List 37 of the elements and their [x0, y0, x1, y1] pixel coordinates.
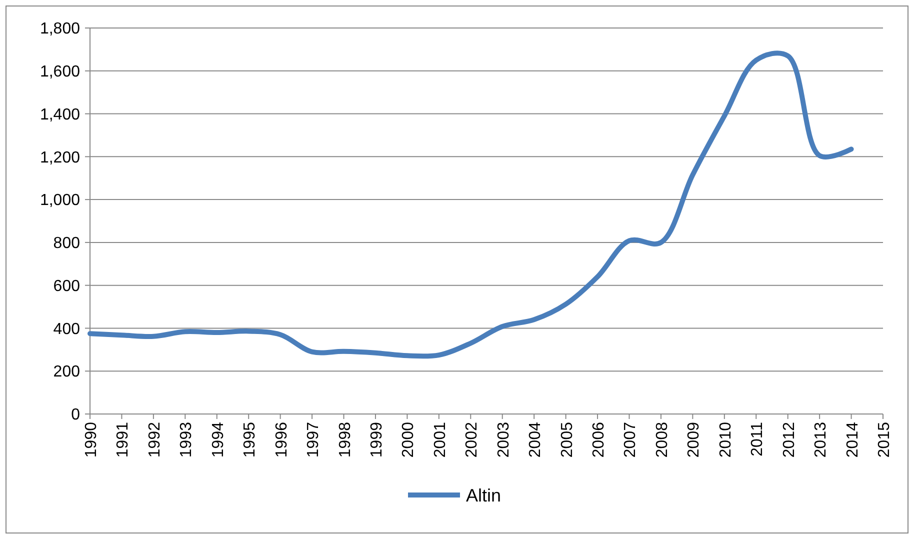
- x-tick-label: 2003: [495, 422, 512, 458]
- x-tick-label: 1995: [242, 422, 259, 458]
- x-tick-label: 2015: [876, 422, 893, 458]
- y-tick-label: 1,600: [40, 63, 80, 80]
- x-tick-label: 1997: [305, 422, 322, 458]
- x-tick-label: 1994: [210, 422, 227, 458]
- x-tick-label: 2005: [558, 422, 576, 458]
- y-tick-label: 600: [53, 278, 80, 295]
- x-tick-label: 2006: [590, 422, 608, 458]
- x-tick-label: 2008: [654, 422, 671, 458]
- x-tick-label: 1991: [114, 422, 132, 458]
- x-tick-label: 1996: [273, 422, 290, 458]
- y-tick-label: 1,200: [40, 149, 80, 166]
- y-tick-label: 1,800: [40, 20, 80, 38]
- y-tick-label: 400: [53, 320, 80, 338]
- x-tick-label: 2002: [464, 422, 481, 458]
- x-tick-label: 2009: [686, 422, 703, 458]
- x-tick-label: 2004: [527, 422, 544, 458]
- y-tick-label: 200: [53, 364, 80, 381]
- x-tick-label: 1992: [146, 422, 164, 458]
- x-tick-label: 1993: [178, 422, 196, 458]
- x-tick-label: 2000: [400, 422, 418, 458]
- x-tick-label: 1999: [368, 422, 386, 458]
- x-tick-label: 2001: [432, 422, 449, 458]
- x-tick-label: 2010: [717, 422, 734, 458]
- legend-label: Altin: [466, 485, 502, 506]
- x-tick-label: 1998: [336, 422, 354, 458]
- x-tick-label: 2014: [844, 422, 862, 458]
- y-tick-label: 800: [53, 235, 80, 252]
- x-tick-label: 2013: [812, 422, 830, 458]
- y-tick-label: 1,400: [40, 106, 80, 124]
- x-tick-label: 2012: [780, 422, 798, 458]
- x-tick-label: 2011: [749, 422, 766, 456]
- x-tick-label: 2007: [622, 422, 640, 458]
- y-tick-label: 1,000: [40, 192, 80, 210]
- x-tick-label: 1990: [83, 422, 100, 458]
- y-tick-label: 0: [71, 406, 80, 424]
